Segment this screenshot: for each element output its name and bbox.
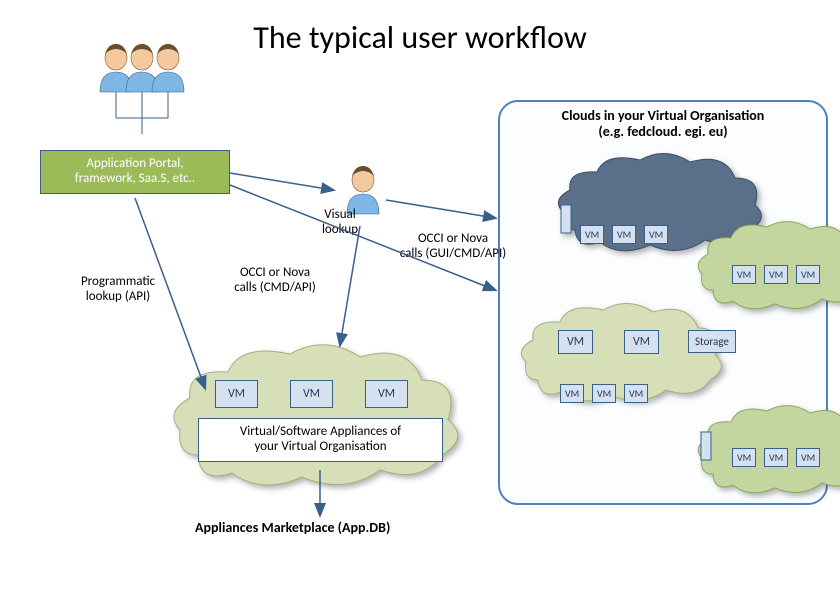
vm-box: VM bbox=[624, 330, 659, 354]
vm-box: VM bbox=[612, 225, 636, 244]
users-group-icon bbox=[88, 34, 198, 139]
cloud-olive1-icon bbox=[518, 300, 728, 415]
vm-box: VM bbox=[644, 225, 668, 244]
vm-box: VM bbox=[290, 380, 333, 408]
occi-gui-label: OCCI or Nova calls (GUI/CMD/API) bbox=[373, 232, 533, 262]
appliances-box: Virtual/Software Appliances of your Virt… bbox=[198, 418, 443, 462]
app-portal-line1: Application Portal, bbox=[49, 157, 221, 172]
occi-cmd-label: OCCI or Nova calls (CMD/API) bbox=[210, 266, 340, 296]
vm-box: VM bbox=[764, 265, 788, 284]
visual-lookup-label: Visual lookup bbox=[300, 208, 380, 238]
vm-box: VM bbox=[365, 380, 408, 408]
vm-box: VM bbox=[215, 380, 258, 408]
vm-box: VM bbox=[592, 384, 616, 403]
app-portal-line2: framework, Saa.S, etc.. bbox=[49, 172, 221, 187]
prog-lookup-label: Programmatic lookup (API) bbox=[53, 275, 183, 305]
vm-box: VM bbox=[732, 265, 756, 284]
app-portal-box: Application Portal, framework, Saa.S, et… bbox=[40, 150, 230, 194]
vm-box: VM bbox=[796, 448, 820, 467]
vm-box: VM bbox=[796, 265, 820, 284]
storage-box: Storage bbox=[688, 330, 736, 353]
vm-box: VM bbox=[560, 384, 584, 403]
clouds-header-l1: Clouds in your Virtual Organisation bbox=[498, 108, 828, 124]
vm-box: VM bbox=[558, 330, 593, 354]
appliances-l2: your Virtual Organisation bbox=[207, 440, 434, 455]
clouds-header-l2: (e.g. fedcloud. egi. eu) bbox=[498, 124, 828, 140]
vm-box: VM bbox=[580, 225, 604, 244]
vm-box: VM bbox=[764, 448, 788, 467]
vm-box: VM bbox=[732, 448, 756, 467]
vm-box: VM bbox=[624, 384, 648, 403]
appliances-l1: Virtual/Software Appliances of bbox=[207, 425, 434, 440]
clouds-header: Clouds in your Virtual Organisation (e.g… bbox=[498, 108, 828, 140]
marketplace-label: Appliances Marketplace (App.DB) bbox=[195, 520, 390, 536]
